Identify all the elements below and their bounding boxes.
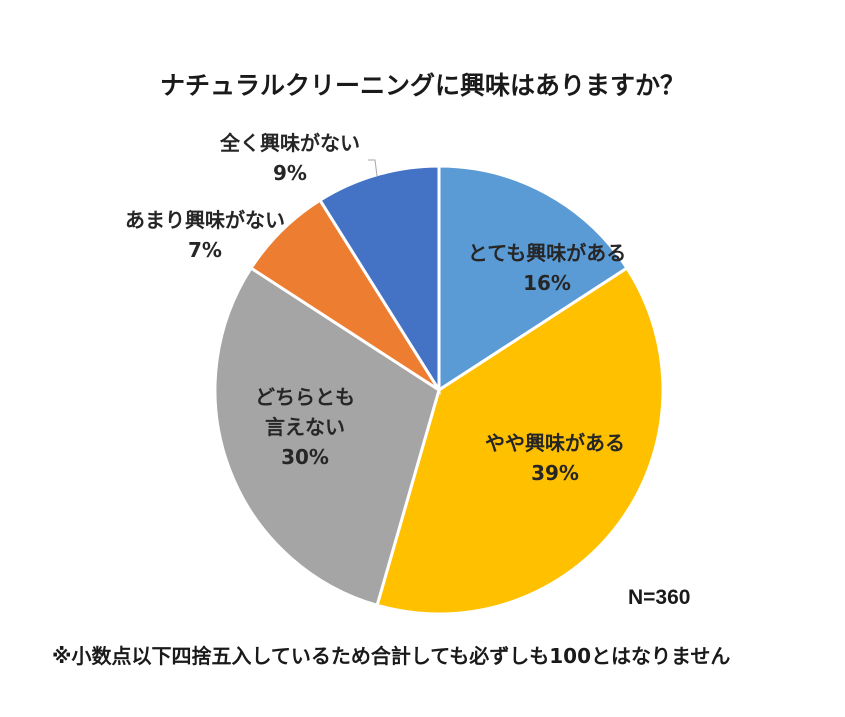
label-pct: 7% [188,238,222,262]
label-name-line1: どちらとも [255,385,355,409]
label-very-interested: とても興味がある 16% [452,238,642,298]
chart-title: ナチュラルクリーニングに興味はありますか？ [159,71,685,100]
footnote: ※小数点以下四捨五入しているため合計しても必ずしも100とはなりません [52,644,731,668]
label-pct: 39% [531,461,579,485]
label-name: とても興味がある [467,241,627,265]
label-neutral: どちらとも 言えない 30% [230,382,380,472]
label-pct: 9% [273,161,307,185]
slice-somewhat-interested [375,266,665,616]
label-name: やや興味がある [485,431,625,455]
leader-line [368,159,378,177]
slice-neutral [213,266,441,608]
label-somewhat-interested: やや興味がある 39% [460,428,650,488]
label-name: 全く興味がない [220,131,360,155]
slice-very-interested [437,164,630,393]
label-pct: 30% [281,445,329,469]
sample-size: N=360 [628,586,691,609]
label-name: あまり興味がない [125,208,285,232]
label-pct: 16% [523,271,571,295]
label-not-much-interested: あまり興味がない 7% [100,205,310,265]
label-not-at-all-interested: 全く興味がない 9% [200,128,380,188]
label-name-line2: 言えない [265,415,345,439]
